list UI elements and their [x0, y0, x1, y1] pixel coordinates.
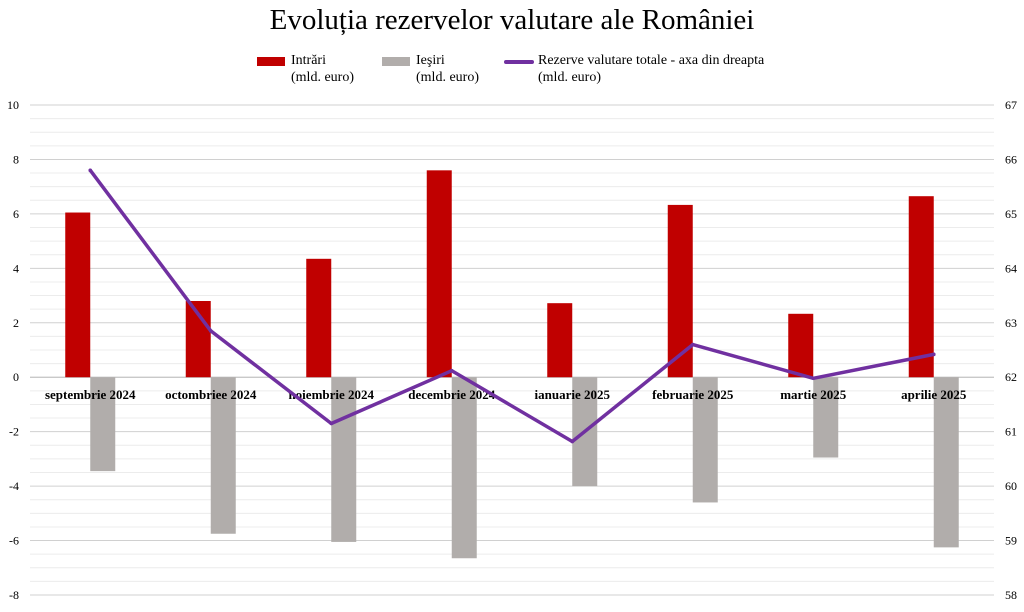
legend-swatch-iesiri — [382, 57, 410, 66]
x-tick-label: aprilie 2025 — [901, 387, 967, 402]
y-left-tick-label: 0 — [13, 370, 19, 384]
y-left-tick-label: -2 — [9, 425, 19, 439]
y-left-tick-label: 4 — [13, 261, 19, 275]
y-right-tick-label: 59 — [1005, 534, 1017, 548]
y-right-tick-label: 67 — [1005, 98, 1017, 112]
point-rezerve-valutare — [811, 376, 816, 381]
chart-title: Evoluția rezervelor valutare ale Românie… — [269, 4, 755, 36]
bar-iesiri — [451, 377, 477, 559]
x-tick-label: martie 2025 — [780, 387, 847, 402]
y-right-tick-label: 61 — [1005, 425, 1017, 439]
x-tick-label: decembrie 2024 — [408, 387, 496, 402]
point-rezerve-valutare — [449, 368, 454, 373]
legend-swatch-intrari — [257, 57, 285, 66]
y-left-tick-label: 2 — [13, 316, 19, 330]
x-tick-label: februarie 2025 — [652, 387, 734, 402]
y-right-tick-label: 62 — [1005, 370, 1017, 384]
legend-unit-iesiri: (mld. euro) — [416, 70, 479, 85]
y-right-tick-label: 66 — [1005, 152, 1017, 166]
y-right-tick-label: 58 — [1005, 588, 1017, 602]
legend-label-rezerve: Rezerve valutare totale - axa din dreapt… — [538, 53, 765, 68]
legend-label-iesiri: Ieşiri — [416, 53, 445, 68]
bar-intrari — [908, 196, 934, 378]
bar-intrari — [426, 170, 452, 378]
x-tick-label: ianuarie 2025 — [535, 387, 611, 402]
bar-intrari — [547, 303, 573, 378]
bar-iesiri — [210, 377, 236, 534]
legend-label-intrari: Intrări — [291, 53, 326, 68]
x-tick-label: septembrie 2024 — [45, 387, 136, 402]
bar-iesiri — [90, 377, 116, 472]
point-rezerve-valutare — [88, 168, 93, 173]
bar-iesiri — [692, 377, 718, 503]
legend-line-rezerve — [504, 60, 534, 64]
legend-unit-intrari: (mld. euro) — [291, 70, 354, 85]
line-rezerve-valutare — [88, 168, 936, 444]
bar-iesiri — [933, 377, 959, 548]
legend-unit-rezerve: (mld. euro) — [538, 70, 601, 85]
bar-intrari — [788, 313, 814, 378]
x-tick-label: octombriee 2024 — [165, 387, 257, 402]
point-rezerve-valutare — [570, 439, 575, 444]
bar-intrari — [306, 258, 332, 378]
bar-iesiri — [813, 377, 839, 458]
bar-intrari — [667, 204, 693, 378]
y-right-tick-label: 63 — [1005, 316, 1017, 330]
y-left-tick-label: -6 — [9, 534, 19, 548]
bar-iesiri — [331, 377, 357, 542]
x-tick-label: noiembrie 2024 — [288, 387, 374, 402]
y-left-tick-label: 10 — [7, 98, 19, 112]
y-left-tick-label: -8 — [9, 588, 19, 602]
y-right-tick-label: 64 — [1005, 261, 1017, 275]
bar-intrari — [65, 212, 91, 378]
y-left-tick-label: -4 — [9, 479, 19, 493]
point-rezerve-valutare — [329, 421, 334, 426]
y-left-tick-label: 6 — [13, 207, 19, 221]
y-right-tick-label: 60 — [1005, 479, 1017, 493]
y-left-tick-label: 8 — [13, 152, 19, 166]
y-right-tick-label: 65 — [1005, 207, 1017, 221]
point-rezerve-valutare — [931, 352, 936, 357]
point-rezerve-valutare — [690, 342, 695, 347]
point-rezerve-valutare — [208, 329, 213, 333]
